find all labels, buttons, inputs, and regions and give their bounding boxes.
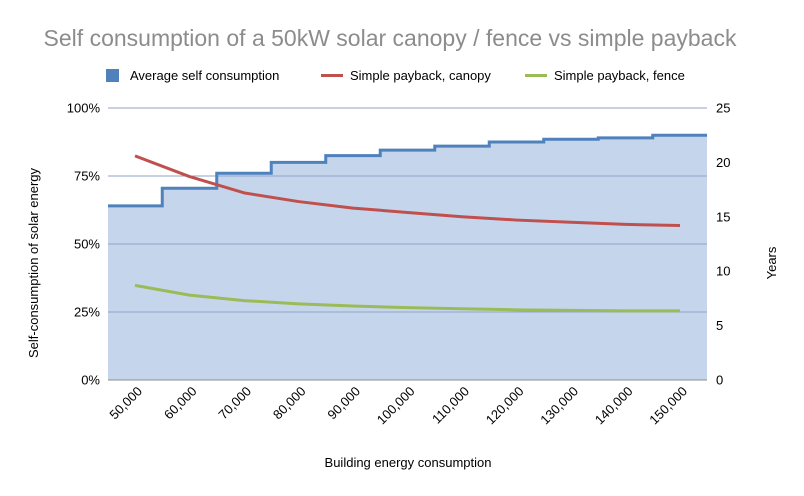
legend: Average self consumption Simple payback, …: [106, 68, 685, 83]
y2-tick-label: 15: [716, 209, 730, 224]
x-tick-label: 150,000: [646, 384, 690, 428]
y2-tick-label: 20: [716, 155, 730, 170]
x-tick-label: 80,000: [270, 384, 309, 423]
x-tick-label: 140,000: [592, 384, 636, 428]
x-tick-label: 110,000: [429, 384, 472, 427]
x-tick-label: 90,000: [324, 384, 363, 423]
legend-label-average-self-consumption: Average self consumption: [130, 68, 279, 83]
series-line-average-self-consumption: [108, 133, 707, 208]
y2-tick-label: 10: [716, 264, 730, 279]
x-tick-label: 70,000: [215, 384, 254, 423]
x-tick-label: 120,000: [483, 384, 527, 428]
y-axis-label: Self-consumption of solar energy: [26, 167, 41, 358]
x-tick-label: 50,000: [106, 384, 145, 423]
legend-label-simple-payback-fence: Simple payback, fence: [554, 68, 685, 83]
chart-title: Self consumption of a 50kW solar canopy …: [44, 25, 737, 51]
x-tick-label: 130,000: [537, 384, 581, 428]
y-tick-label: 100%: [67, 101, 101, 116]
y-tick-label: 50%: [74, 237, 100, 252]
y-tick-label: 75%: [74, 169, 100, 184]
y2-axis-label: Years: [764, 246, 779, 279]
x-tick-label: 60,000: [161, 384, 200, 423]
x-tick-label: 100,000: [374, 384, 418, 428]
x-axis-label: Building energy consumption: [325, 455, 492, 470]
y2-tick-label: 25: [716, 101, 730, 116]
plot-area: [108, 107, 707, 381]
legend-swatch-average-self-consumption: [106, 69, 119, 82]
y-tick-label: 0%: [81, 373, 100, 388]
y2-tick-label: 5: [716, 318, 723, 333]
legend-label-simple-payback-canopy: Simple payback, canopy: [350, 68, 491, 83]
y2-tick-label: 0: [716, 373, 723, 388]
area-fill-average-self-consumption: [108, 135, 707, 380]
y-tick-label: 25%: [74, 305, 100, 320]
